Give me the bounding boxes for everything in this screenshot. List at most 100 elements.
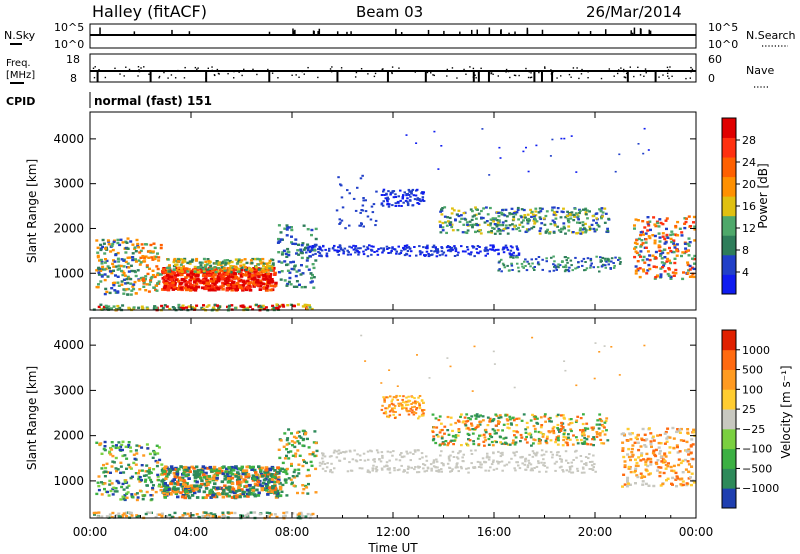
data-cell — [371, 469, 374, 472]
data-cell — [432, 461, 435, 464]
data-cell — [493, 429, 497, 432]
data-cell — [226, 511, 230, 514]
data-cell — [494, 248, 498, 251]
data-cell — [629, 438, 633, 441]
data-cell — [328, 455, 332, 458]
data-cell — [529, 208, 532, 212]
data-cell — [501, 429, 504, 432]
data-cell — [122, 497, 126, 501]
data-cell — [287, 280, 291, 284]
data-cell — [489, 244, 492, 247]
data-cell — [678, 450, 682, 453]
data-cell — [588, 461, 592, 463]
data-cell — [145, 243, 149, 246]
data-cell — [406, 202, 410, 205]
data-cell — [263, 470, 267, 474]
data-cell — [238, 285, 243, 289]
data-cell — [183, 470, 187, 474]
data-cell — [115, 479, 119, 483]
data-cell — [310, 233, 313, 237]
data-cell — [190, 494, 195, 497]
data-cell — [362, 225, 365, 228]
data-cell — [466, 444, 470, 447]
data-cell — [539, 416, 543, 419]
data-cell — [395, 250, 398, 253]
data-cell — [276, 466, 280, 470]
data-cell — [188, 490, 193, 494]
data-cell — [627, 455, 631, 459]
data-cell — [449, 223, 452, 226]
data-cell — [160, 463, 164, 466]
data-cell — [486, 416, 490, 419]
data-cell — [406, 471, 409, 474]
data-cell — [134, 260, 138, 263]
data-cell — [662, 248, 666, 251]
data-cell — [279, 231, 283, 234]
data-cell — [646, 216, 650, 219]
data-cell — [248, 288, 253, 292]
data-cell — [484, 469, 487, 472]
data-cell — [217, 469, 221, 472]
data-cell — [619, 261, 622, 263]
data-cell — [432, 426, 436, 429]
data-cell — [264, 275, 268, 279]
data-cell — [318, 464, 322, 467]
data-cell — [231, 468, 236, 472]
data-cell — [169, 276, 174, 280]
data-cell — [663, 242, 667, 245]
data-cell — [235, 288, 239, 291]
data-cell — [167, 286, 171, 290]
data-cell — [388, 369, 391, 371]
data-cell — [666, 477, 670, 480]
data-cell — [193, 285, 198, 289]
data-cell — [621, 441, 625, 444]
data-cell — [173, 276, 177, 279]
data-cell — [187, 268, 191, 271]
data-cell — [686, 261, 690, 264]
data-cell — [531, 450, 535, 453]
data-cell — [114, 265, 118, 268]
data-cell — [491, 218, 494, 222]
data-cell — [637, 143, 640, 145]
data-cell — [639, 245, 643, 248]
data-cell — [222, 489, 226, 492]
freq-point — [143, 66, 145, 68]
data-cell — [680, 234, 684, 237]
data-cell — [182, 259, 186, 262]
data-cell — [154, 459, 158, 463]
data-cell — [591, 215, 595, 218]
data-cell — [181, 514, 185, 517]
data-cell — [658, 240, 662, 243]
data-cell — [418, 404, 421, 407]
data-cell — [649, 432, 653, 435]
data-cell — [639, 250, 643, 253]
data-cell — [109, 446, 112, 450]
data-cell — [550, 420, 553, 423]
data-cell — [543, 461, 546, 464]
data-cell — [639, 459, 643, 462]
data-cell — [224, 262, 228, 265]
data-cell — [327, 249, 331, 252]
data-cell — [679, 439, 683, 442]
data-cell — [234, 306, 237, 310]
data-cell — [501, 209, 504, 212]
freq-point — [690, 71, 692, 73]
data-cell — [312, 286, 316, 289]
data-cell — [181, 305, 185, 309]
data-cell — [575, 456, 578, 459]
data-cell — [582, 428, 585, 432]
data-cell — [490, 440, 494, 444]
data-cell — [445, 231, 448, 235]
colorbar-swatch — [722, 330, 736, 351]
data-cell — [437, 469, 441, 472]
data-cell — [234, 285, 238, 288]
data-cell — [553, 462, 557, 465]
freq-point — [360, 67, 363, 70]
data-cell — [186, 466, 191, 470]
data-cell — [448, 216, 452, 220]
data-cell — [122, 272, 126, 275]
data-cell — [106, 265, 110, 268]
data-cell — [513, 443, 517, 446]
freq-point — [177, 69, 179, 72]
